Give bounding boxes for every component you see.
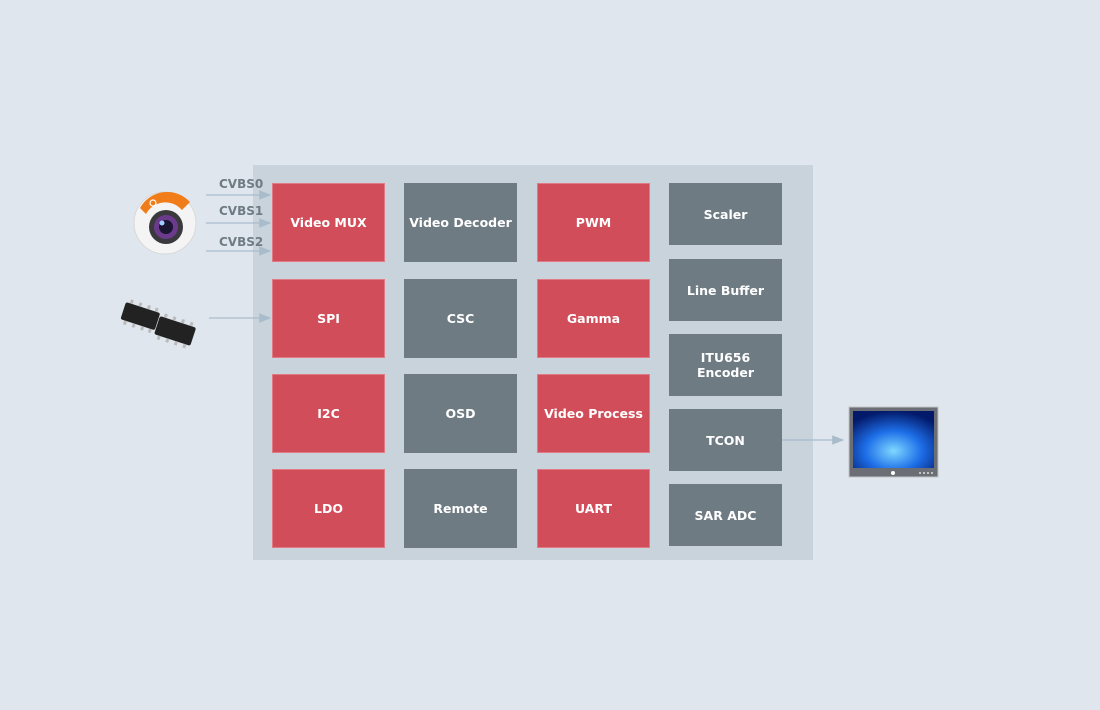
block-spi: SPI — [272, 279, 385, 358]
block-remote: Remote — [404, 469, 517, 548]
block-video-process: Video Process — [537, 374, 650, 453]
block-csc: CSC — [404, 279, 517, 358]
block-i2c: I2C — [272, 374, 385, 453]
block-ldo: LDO — [272, 469, 385, 548]
block-gamma: Gamma — [537, 279, 650, 358]
block-scaler: Scaler — [669, 183, 782, 245]
camera-icon — [133, 191, 197, 255]
monitor-icon — [848, 406, 939, 478]
block-itu656-encoder: ITU656 Encoder — [669, 334, 782, 396]
block-video-mux: Video MUX — [272, 183, 385, 262]
block-pwm: PWM — [537, 183, 650, 262]
block-line-buffer: Line Buffer — [669, 259, 782, 321]
block-sar-adc: SAR ADC — [669, 484, 782, 546]
block-uart: UART — [537, 469, 650, 548]
cvbs0-label: CVBS0 — [219, 177, 264, 191]
block-osd: OSD — [404, 374, 517, 453]
cvbs1-label: CVBS1 — [219, 204, 264, 218]
cvbs2-label: CVBS2 — [219, 235, 264, 249]
chip-icon — [120, 299, 196, 349]
block-tcon: TCON — [669, 409, 782, 471]
block-video-decoder: Video Decoder — [404, 183, 517, 262]
